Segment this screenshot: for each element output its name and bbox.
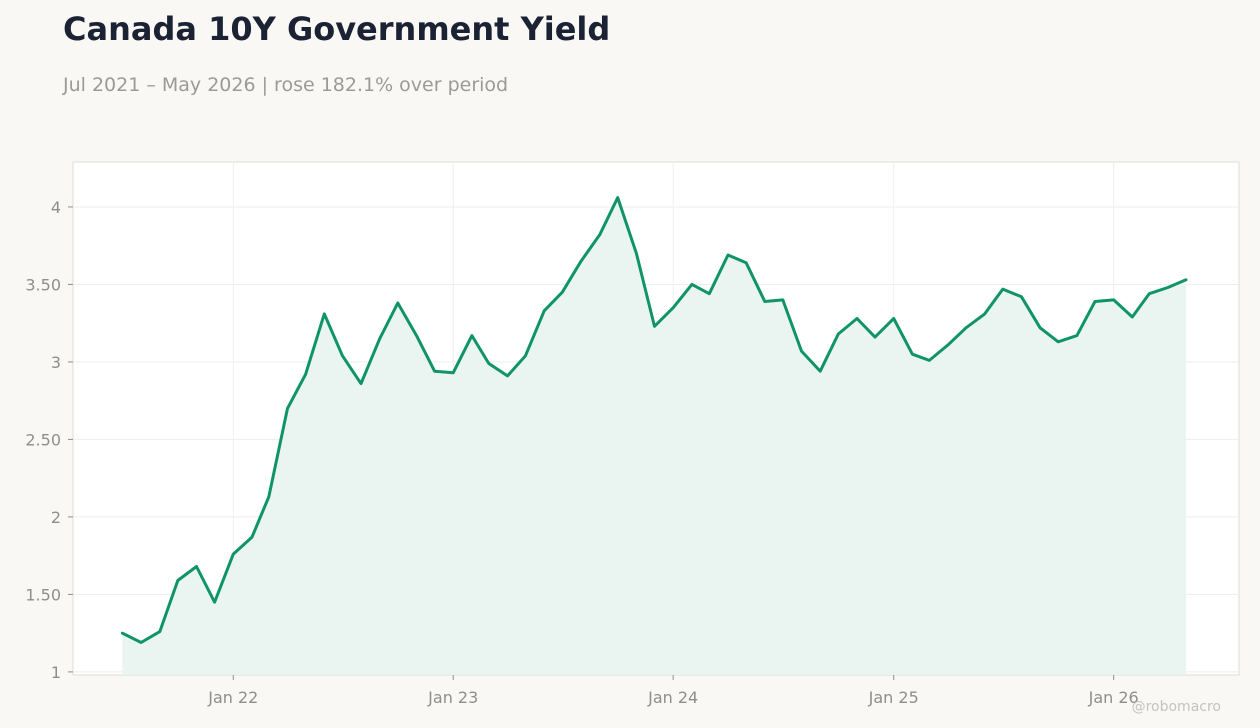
data-point-2023-04-01 bbox=[505, 374, 509, 378]
data-point-2025-12-01 bbox=[1093, 299, 1097, 303]
data-point-2022-10-01 bbox=[396, 301, 400, 305]
x-tick-label: Jan 23 bbox=[427, 688, 478, 707]
data-point-2025-04-01 bbox=[946, 343, 950, 347]
data-point-2024-04-01 bbox=[726, 253, 730, 257]
data-point-2024-03-01 bbox=[707, 292, 711, 296]
data-point-2024-01-01 bbox=[671, 306, 675, 310]
data-point-2025-10-01 bbox=[1056, 340, 1060, 344]
data-point-2025-06-01 bbox=[983, 312, 987, 316]
axis-tick-labels: 1 1.50 2 2.50 3 3.50 4 Jan 22 Jan 23 Jan 24 Jan 25… bbox=[25, 198, 1138, 707]
data-point-2022-09-01 bbox=[378, 337, 382, 341]
yield-area-fill bbox=[122, 197, 1186, 675]
watermark-label: @robomacro bbox=[1132, 699, 1221, 715]
data-point-2023-07-01 bbox=[560, 290, 564, 294]
data-point-2021-12-01 bbox=[213, 600, 217, 604]
data-point-2024-02-01 bbox=[690, 282, 694, 286]
data-point-2023-10-01 bbox=[616, 196, 620, 200]
data-point-2025-08-01 bbox=[1019, 295, 1023, 299]
y-tick-label: 4 bbox=[51, 198, 61, 217]
x-tick-label: Jan 22 bbox=[207, 688, 258, 707]
data-point-2022-08-01 bbox=[359, 382, 363, 386]
data-point-2024-06-01 bbox=[763, 299, 767, 303]
y-tick-label: 1.50 bbox=[25, 585, 61, 604]
page-subtitle: Jul 2021 – May 2026 | rose 182.1% over p… bbox=[63, 74, 509, 96]
y-tick-label: 2 bbox=[51, 508, 61, 527]
page-title: Canada 10Y Government Yield bbox=[63, 10, 611, 48]
data-point-2023-02-01 bbox=[470, 334, 474, 338]
data-point-2025-01-01 bbox=[892, 317, 896, 321]
data-point-2026-03-01 bbox=[1147, 292, 1151, 296]
y-tick-label: 1 bbox=[51, 663, 61, 682]
data-point-2023-09-01 bbox=[598, 233, 602, 237]
data-point-2025-03-01 bbox=[927, 358, 931, 362]
data-point-2026-01-01 bbox=[1112, 298, 1116, 302]
data-point-2024-12-01 bbox=[873, 335, 877, 339]
x-tick-label: Jan 26 bbox=[1088, 688, 1139, 707]
data-point-2023-08-01 bbox=[579, 259, 583, 263]
data-point-2026-05-01 bbox=[1184, 278, 1188, 282]
data-point-2025-02-01 bbox=[910, 352, 914, 356]
data-point-2024-08-01 bbox=[800, 349, 804, 353]
data-point-2021-08-01 bbox=[139, 640, 143, 644]
data-point-2021-11-01 bbox=[195, 565, 199, 569]
x-tick-label: Jan 24 bbox=[647, 688, 698, 707]
data-point-2023-06-01 bbox=[542, 309, 546, 313]
data-point-2021-09-01 bbox=[158, 630, 162, 634]
data-point-2024-09-01 bbox=[818, 369, 822, 373]
x-tick-label: Jan 25 bbox=[868, 688, 919, 707]
data-point-2021-07-01 bbox=[120, 631, 124, 635]
data-point-2022-06-01 bbox=[322, 312, 326, 316]
data-point-2022-12-01 bbox=[433, 369, 437, 373]
data-point-2021-10-01 bbox=[176, 578, 180, 582]
data-point-2022-02-01 bbox=[250, 535, 254, 539]
data-point-2025-09-01 bbox=[1038, 326, 1042, 330]
data-point-2025-05-01 bbox=[964, 326, 968, 330]
y-tick-label: 3 bbox=[51, 353, 61, 372]
data-point-2024-11-01 bbox=[855, 317, 859, 321]
data-point-2022-03-01 bbox=[267, 495, 271, 499]
data-point-2022-04-01 bbox=[286, 406, 290, 410]
y-tick-label: 2.50 bbox=[25, 430, 61, 449]
y-tick-label: 3.50 bbox=[25, 275, 61, 294]
data-point-2024-07-01 bbox=[781, 298, 785, 302]
data-point-2023-03-01 bbox=[487, 361, 491, 365]
data-point-2024-05-01 bbox=[744, 261, 748, 265]
yield-series-line bbox=[120, 196, 1188, 644]
data-point-2023-11-01 bbox=[634, 251, 638, 255]
data-point-2023-05-01 bbox=[524, 354, 528, 358]
data-point-2026-02-01 bbox=[1130, 315, 1134, 319]
data-point-2026-04-01 bbox=[1166, 286, 1170, 290]
data-point-2022-07-01 bbox=[340, 354, 344, 358]
data-point-2022-11-01 bbox=[414, 334, 418, 338]
data-point-2022-05-01 bbox=[304, 372, 308, 376]
data-point-2023-12-01 bbox=[652, 324, 656, 328]
data-point-2024-10-01 bbox=[836, 332, 840, 336]
data-point-2022-01-01 bbox=[231, 552, 235, 556]
data-point-2025-11-01 bbox=[1075, 334, 1079, 338]
data-point-2025-07-01 bbox=[1001, 287, 1005, 291]
data-point-2023-01-01 bbox=[451, 371, 455, 375]
